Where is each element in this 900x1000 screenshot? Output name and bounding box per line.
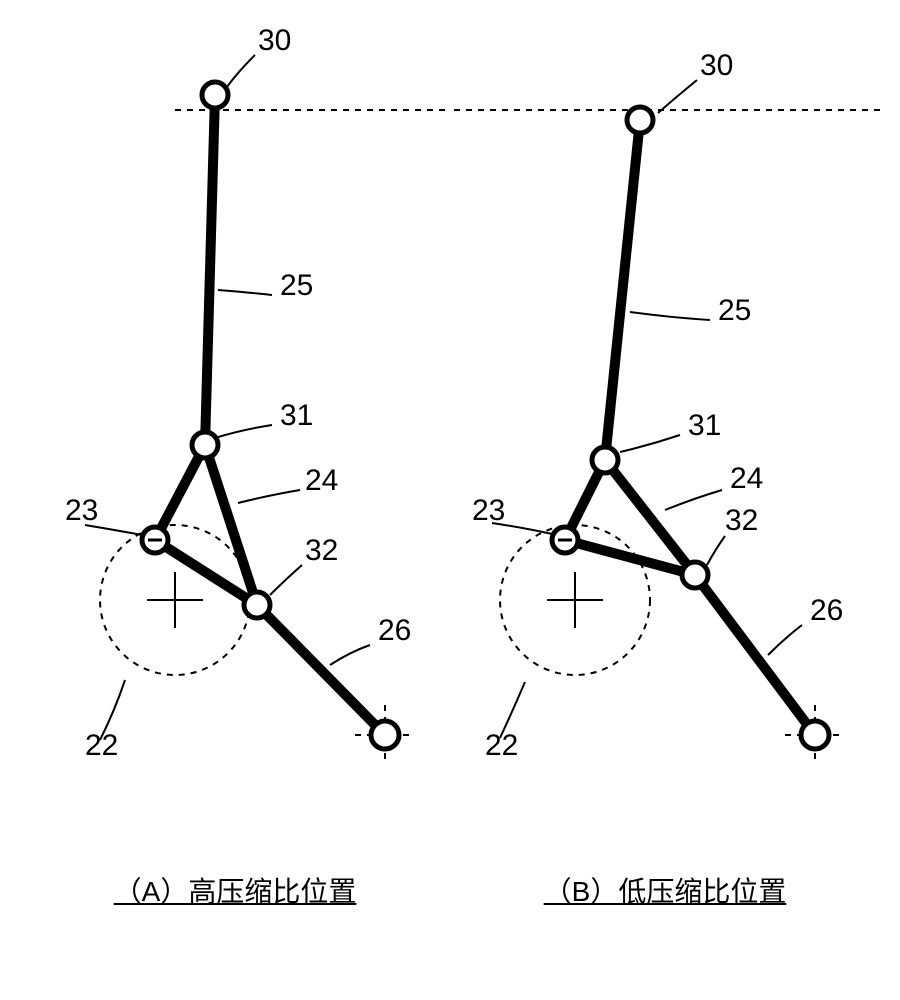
svg-text:24: 24 bbox=[730, 462, 763, 495]
svg-text:23: 23 bbox=[472, 494, 505, 527]
svg-text:30: 30 bbox=[700, 49, 733, 82]
linkage-diagram-a: 30 25 31 24 23 32 26 22 bbox=[20, 20, 450, 920]
panel-b: 30 25 31 24 23 32 26 22 （B）低压缩比位置 bbox=[450, 20, 880, 920]
svg-text:24: 24 bbox=[305, 464, 338, 497]
linkage-diagram-b: 30 25 31 24 23 32 26 22 bbox=[450, 20, 880, 920]
svg-text:26: 26 bbox=[378, 614, 411, 647]
caption-a: （A）高压缩比位置 bbox=[114, 870, 357, 910]
svg-text:26: 26 bbox=[810, 594, 843, 627]
svg-text:31: 31 bbox=[280, 399, 313, 432]
svg-text:25: 25 bbox=[718, 294, 751, 327]
panel-a: 30 25 31 24 23 32 26 22 （A）高压缩比位置 bbox=[20, 20, 450, 920]
figure-container: 30 25 31 24 23 32 26 22 （A）高压缩比位置 30 25 31 24 23 32 2… bbox=[20, 20, 880, 920]
svg-text:32: 32 bbox=[305, 534, 338, 567]
svg-text:31: 31 bbox=[688, 409, 721, 442]
caption-b: （B）低压缩比位置 bbox=[544, 870, 787, 910]
svg-text:25: 25 bbox=[280, 269, 313, 302]
svg-text:22: 22 bbox=[85, 729, 118, 762]
svg-text:23: 23 bbox=[65, 494, 98, 527]
svg-text:30: 30 bbox=[258, 24, 291, 57]
svg-text:22: 22 bbox=[485, 729, 518, 762]
svg-text:32: 32 bbox=[725, 504, 758, 537]
